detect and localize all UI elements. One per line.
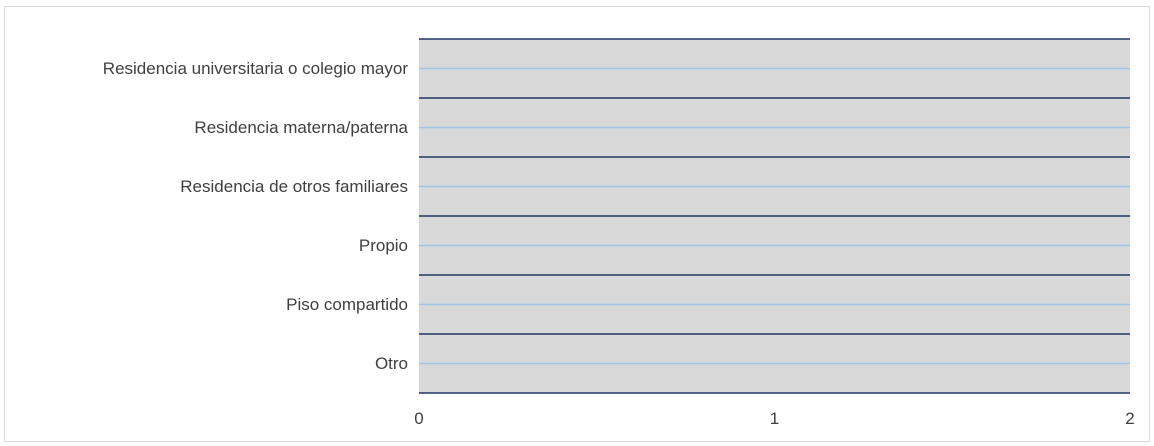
category-label: Residencia materna/paterna: [194, 118, 408, 137]
grid-lines: [419, 38, 1130, 394]
category-label: Otro: [375, 354, 408, 373]
x-tick-label: 1: [770, 409, 779, 428]
category-label: Propio: [359, 236, 408, 255]
category-label: Piso compartido: [286, 295, 408, 314]
category-label: Residencia universitaria o colegio mayor: [103, 59, 409, 78]
x-tick-labels: 0 1 2: [414, 409, 1134, 428]
x-tick-label: 2: [1125, 409, 1134, 428]
category-label: Residencia de otros familiares: [180, 177, 408, 196]
category-labels: Residencia universitaria o colegio mayor…: [103, 59, 409, 373]
x-tick-label: 0: [414, 409, 423, 428]
